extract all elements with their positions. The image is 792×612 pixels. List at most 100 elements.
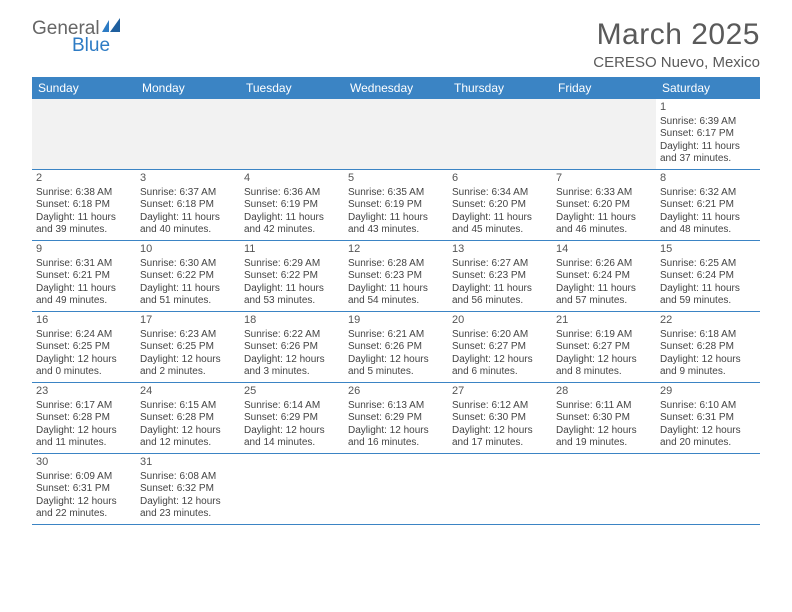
day-cell: 2Sunrise: 6:38 AMSunset: 6:18 PMDaylight… [32,170,136,240]
logo-mark-icon [102,18,124,34]
daylight-text: Daylight: 11 hours and 39 minutes. [36,212,132,237]
sunrise-text: Sunrise: 6:23 AM [140,329,236,342]
sunset-text: Sunset: 6:17 PM [660,128,756,141]
day-cell-blank [448,454,552,524]
daylight-text: Daylight: 11 hours and 51 minutes. [140,283,236,308]
day-cell-blank [552,99,656,169]
sunrise-text: Sunrise: 6:36 AM [244,187,340,200]
sunrise-text: Sunrise: 6:29 AM [244,258,340,271]
day-cell: 15Sunrise: 6:25 AMSunset: 6:24 PMDayligh… [656,241,760,311]
daylight-text: Daylight: 11 hours and 42 minutes. [244,212,340,237]
sunset-text: Sunset: 6:20 PM [556,199,652,212]
sunrise-text: Sunrise: 6:38 AM [36,187,132,200]
sunset-text: Sunset: 6:22 PM [244,270,340,283]
day-number: 30 [36,456,132,470]
weekday-header: Thursday [448,77,552,99]
day-number: 11 [244,243,340,257]
day-number: 31 [140,456,236,470]
day-cell-blank [32,99,136,169]
daylight-text: Daylight: 12 hours and 17 minutes. [452,425,548,450]
logo: General Blue [32,18,124,55]
sunset-text: Sunset: 6:26 PM [244,341,340,354]
weekday-header: Tuesday [240,77,344,99]
sunset-text: Sunset: 6:24 PM [660,270,756,283]
day-cell: 22Sunrise: 6:18 AMSunset: 6:28 PMDayligh… [656,312,760,382]
day-cell: 16Sunrise: 6:24 AMSunset: 6:25 PMDayligh… [32,312,136,382]
weeks-container: 1Sunrise: 6:39 AMSunset: 6:17 PMDaylight… [32,99,760,525]
sunrise-text: Sunrise: 6:12 AM [452,400,548,413]
week-row: 1Sunrise: 6:39 AMSunset: 6:17 PMDaylight… [32,99,760,170]
sunrise-text: Sunrise: 6:39 AM [660,116,756,129]
day-cell: 24Sunrise: 6:15 AMSunset: 6:28 PMDayligh… [136,383,240,453]
week-row: 2Sunrise: 6:38 AMSunset: 6:18 PMDaylight… [32,170,760,241]
day-cell: 31Sunrise: 6:08 AMSunset: 6:32 PMDayligh… [136,454,240,524]
day-number: 29 [660,385,756,399]
daylight-text: Daylight: 11 hours and 49 minutes. [36,283,132,308]
day-cell: 14Sunrise: 6:26 AMSunset: 6:24 PMDayligh… [552,241,656,311]
day-cell: 4Sunrise: 6:36 AMSunset: 6:19 PMDaylight… [240,170,344,240]
day-cell-blank [344,99,448,169]
daylight-text: Daylight: 12 hours and 14 minutes. [244,425,340,450]
daylight-text: Daylight: 12 hours and 19 minutes. [556,425,652,450]
day-cell-blank [344,454,448,524]
logo-text: General Blue [32,18,124,55]
daylight-text: Daylight: 12 hours and 20 minutes. [660,425,756,450]
daylight-text: Daylight: 11 hours and 37 minutes. [660,141,756,166]
weekday-header: Monday [136,77,240,99]
day-number: 9 [36,243,132,257]
daylight-text: Daylight: 12 hours and 2 minutes. [140,354,236,379]
weekday-row: SundayMondayTuesdayWednesdayThursdayFrid… [32,77,760,99]
day-cell-blank [240,99,344,169]
daylight-text: Daylight: 11 hours and 56 minutes. [452,283,548,308]
daylight-text: Daylight: 12 hours and 5 minutes. [348,354,444,379]
sunset-text: Sunset: 6:32 PM [140,483,236,496]
sunrise-text: Sunrise: 6:24 AM [36,329,132,342]
sunset-text: Sunset: 6:30 PM [556,412,652,425]
sunset-text: Sunset: 6:19 PM [348,199,444,212]
sunset-text: Sunset: 6:30 PM [452,412,548,425]
calendar-page: General Blue March 2025 CERESO Nuevo, Me… [0,0,792,535]
daylight-text: Daylight: 11 hours and 57 minutes. [556,283,652,308]
sunrise-text: Sunrise: 6:22 AM [244,329,340,342]
day-cell: 26Sunrise: 6:13 AMSunset: 6:29 PMDayligh… [344,383,448,453]
day-number: 20 [452,314,548,328]
sunrise-text: Sunrise: 6:20 AM [452,329,548,342]
day-cell: 29Sunrise: 6:10 AMSunset: 6:31 PMDayligh… [656,383,760,453]
daylight-text: Daylight: 12 hours and 6 minutes. [452,354,548,379]
day-number: 10 [140,243,236,257]
day-number: 18 [244,314,340,328]
day-number: 12 [348,243,444,257]
daylight-text: Daylight: 12 hours and 22 minutes. [36,496,132,521]
sunrise-text: Sunrise: 6:37 AM [140,187,236,200]
day-number: 16 [36,314,132,328]
daylight-text: Daylight: 12 hours and 0 minutes. [36,354,132,379]
day-number: 15 [660,243,756,257]
day-number: 7 [556,172,652,186]
weekday-header: Sunday [32,77,136,99]
sunrise-text: Sunrise: 6:26 AM [556,258,652,271]
day-number: 13 [452,243,548,257]
sunrise-text: Sunrise: 6:35 AM [348,187,444,200]
day-number: 4 [244,172,340,186]
daylight-text: Daylight: 11 hours and 59 minutes. [660,283,756,308]
day-cell: 30Sunrise: 6:09 AMSunset: 6:31 PMDayligh… [32,454,136,524]
day-number: 14 [556,243,652,257]
sunrise-text: Sunrise: 6:15 AM [140,400,236,413]
sunset-text: Sunset: 6:27 PM [556,341,652,354]
sunrise-text: Sunrise: 6:10 AM [660,400,756,413]
sunrise-text: Sunrise: 6:30 AM [140,258,236,271]
day-cell: 11Sunrise: 6:29 AMSunset: 6:22 PMDayligh… [240,241,344,311]
day-number: 5 [348,172,444,186]
daylight-text: Daylight: 12 hours and 8 minutes. [556,354,652,379]
sunset-text: Sunset: 6:22 PM [140,270,236,283]
sunset-text: Sunset: 6:28 PM [660,341,756,354]
sunrise-text: Sunrise: 6:19 AM [556,329,652,342]
daylight-text: Daylight: 12 hours and 3 minutes. [244,354,340,379]
day-cell-blank [656,454,760,524]
daylight-text: Daylight: 11 hours and 53 minutes. [244,283,340,308]
day-number: 1 [660,101,756,115]
day-cell: 7Sunrise: 6:33 AMSunset: 6:20 PMDaylight… [552,170,656,240]
sunrise-text: Sunrise: 6:33 AM [556,187,652,200]
day-number: 21 [556,314,652,328]
daylight-text: Daylight: 11 hours and 54 minutes. [348,283,444,308]
